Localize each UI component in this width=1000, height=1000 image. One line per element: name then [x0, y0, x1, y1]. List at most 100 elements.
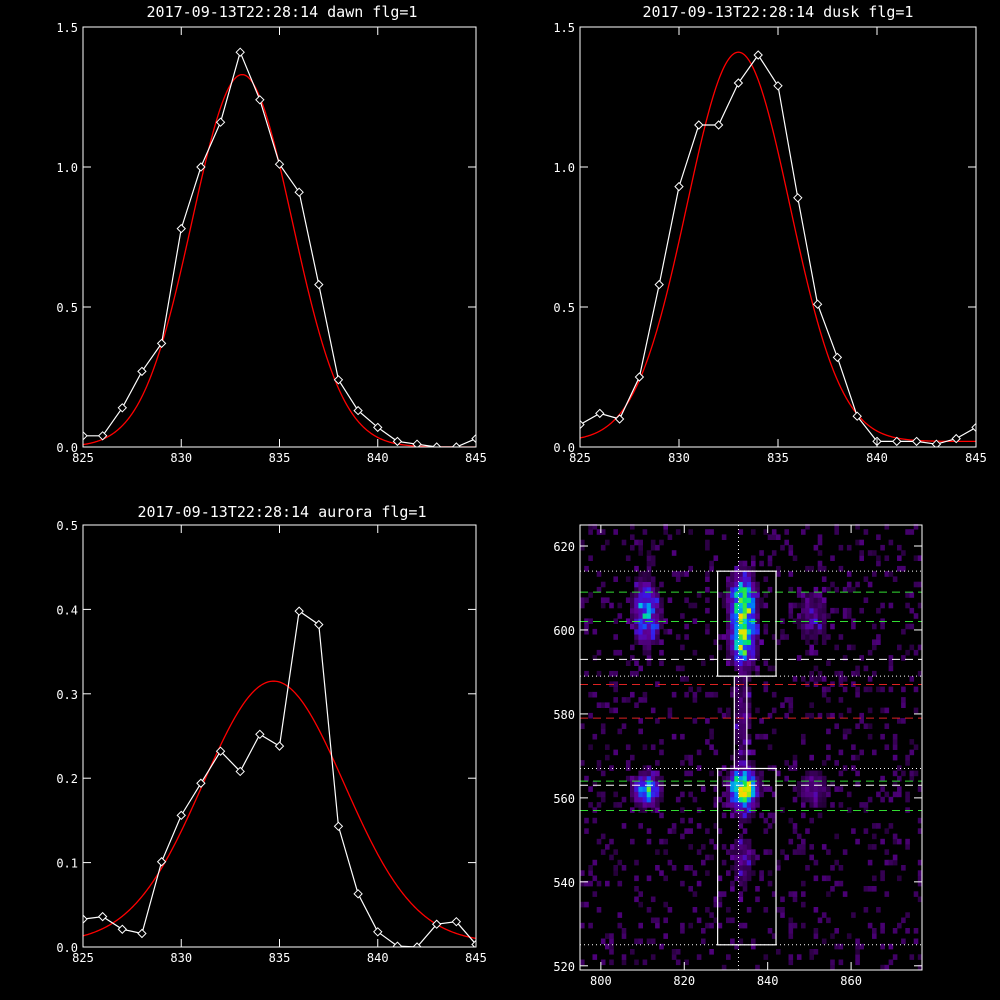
- heatmap-cell: [838, 634, 844, 640]
- heatmap-cell: [650, 618, 656, 624]
- heatmap-cell: [738, 749, 744, 756]
- heatmap-cell: [655, 865, 660, 871]
- heatmap-cell: [613, 791, 618, 798]
- dawn-gaussian-fit-line: [83, 73, 476, 447]
- heatmap-cell: [801, 791, 806, 798]
- heatmap-cell: [705, 544, 710, 551]
- heatmap-cell: [746, 676, 752, 682]
- heatmap-cell: [584, 565, 589, 572]
- heatmap-cell: [809, 775, 814, 782]
- heatmap-cell: [646, 775, 652, 782]
- heatmap-cell: [751, 649, 756, 656]
- dusk-data-point: [614, 414, 625, 424]
- heatmap-cell: [721, 634, 727, 640]
- heatmap-cell: [817, 670, 823, 677]
- heatmap-cell: [784, 539, 789, 546]
- heatmap-cell: [721, 592, 727, 598]
- heatmap-cell: [746, 649, 752, 656]
- heatmap-cell: [734, 754, 739, 761]
- heatmap-cell: [609, 838, 614, 845]
- heatmap-cell: [709, 691, 714, 698]
- heatmap-cell: [759, 602, 764, 609]
- heatmap-cell: [821, 634, 827, 640]
- heatmap-cell: [642, 607, 648, 614]
- heatmap-cell: [813, 544, 819, 551]
- heatmap-cell: [663, 917, 668, 924]
- heatmap-cell: [746, 712, 752, 719]
- heatmap-cell: [634, 613, 639, 619]
- heatmap-cell: [892, 744, 898, 750]
- dawn-data-point: [235, 47, 245, 57]
- heatmap-cell: [888, 665, 894, 672]
- heatmap-cell: [584, 623, 589, 630]
- heatmap-cell: [646, 649, 652, 656]
- heatmap-cell: [650, 781, 656, 787]
- heatmap-cell: [776, 865, 781, 871]
- heatmap-cell: [650, 954, 656, 960]
- heatmap-cell: [792, 796, 798, 803]
- heatmap-cell: [709, 838, 714, 845]
- heatmap-cell: [642, 770, 648, 777]
- heatmap-cell: [646, 660, 652, 666]
- heatmap-cell: [617, 880, 623, 887]
- heatmap-cell: [701, 660, 706, 666]
- heatmap-cell: [771, 817, 777, 824]
- heatmap-cell: [580, 539, 585, 546]
- heatmap-cell: [751, 592, 756, 598]
- heatmap-cell: [642, 744, 648, 750]
- heatmap-cell: [909, 676, 915, 682]
- heatmap-cell: [650, 576, 656, 582]
- heatmap-x-tick-label: 800: [590, 974, 612, 988]
- heatmap-cell: [630, 524, 635, 530]
- heatmap-cell: [855, 691, 860, 698]
- heatmap-cell: [650, 938, 656, 945]
- heatmap-cell: [751, 613, 756, 619]
- heatmap-cell: [592, 817, 598, 824]
- dusk-data-point: [892, 436, 902, 447]
- heatmap-cell: [692, 870, 698, 876]
- heatmap-cell: [726, 655, 731, 661]
- heatmap-cell: [734, 844, 739, 850]
- heatmap-cell: [813, 770, 819, 777]
- heatmap-cell: [746, 571, 752, 577]
- heatmap-y-tick-label: 520: [553, 960, 575, 974]
- heatmap-cell: [897, 765, 902, 771]
- heatmap-cell: [742, 592, 748, 598]
- heatmap-cell: [688, 770, 693, 777]
- heatmap-cell: [730, 618, 735, 624]
- heatmap-cell: [638, 592, 643, 598]
- heatmap-cell: [609, 602, 614, 609]
- dusk-data-point: [694, 120, 704, 130]
- heatmap-cell: [609, 854, 614, 861]
- heatmap-cell: [638, 613, 643, 619]
- heatmap-cell: [742, 733, 748, 740]
- dusk-data-point: [971, 422, 976, 433]
- heatmap-cell: [671, 949, 677, 955]
- heatmap-cell: [638, 602, 643, 609]
- heatmap-cell: [613, 870, 618, 876]
- heatmap-cell: [717, 891, 723, 897]
- heatmap-cell: [726, 786, 731, 792]
- dawn-x-tick-label: 840: [367, 451, 389, 465]
- aurora-y-tick-label: 0.4: [56, 603, 78, 617]
- heatmap-cell: [730, 854, 735, 861]
- heatmap-cell: [813, 623, 819, 630]
- heatmap-cell: [846, 791, 852, 798]
- heatmap-cell: [892, 928, 898, 934]
- heatmap-cell: [650, 770, 656, 777]
- heatmap-cell: [767, 880, 773, 887]
- heatmap-cell: [805, 592, 810, 598]
- heatmap-cell: [746, 739, 752, 745]
- heatmap-cell: [730, 917, 735, 924]
- heatmap-cell: [842, 586, 848, 593]
- heatmap-cell: [821, 597, 827, 603]
- heatmap-cell: [771, 534, 777, 540]
- heatmap-cell: [659, 781, 664, 787]
- dawn-x-tick-label: 825: [72, 451, 94, 465]
- heatmap-cell: [746, 697, 752, 703]
- heatmap-cell: [817, 676, 823, 682]
- heatmap-cell: [867, 686, 873, 693]
- heatmap-cell: [905, 928, 910, 934]
- heatmap-cell: [746, 791, 752, 798]
- heatmap-cell: [617, 602, 623, 609]
